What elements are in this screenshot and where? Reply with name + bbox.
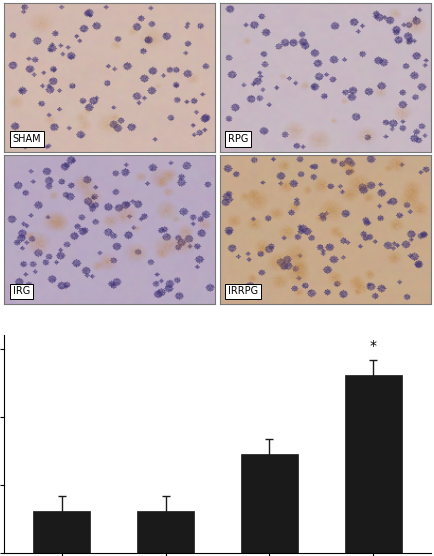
Bar [33,511,90,553]
Text: *: * [369,339,376,353]
Bar [344,375,401,553]
Text: RPG: RPG [227,135,248,145]
Bar [137,511,194,553]
Text: IRRPG: IRRPG [227,286,258,296]
Text: SHAM: SHAM [13,135,41,145]
Text: IRG: IRG [13,286,30,296]
Bar [240,454,297,553]
